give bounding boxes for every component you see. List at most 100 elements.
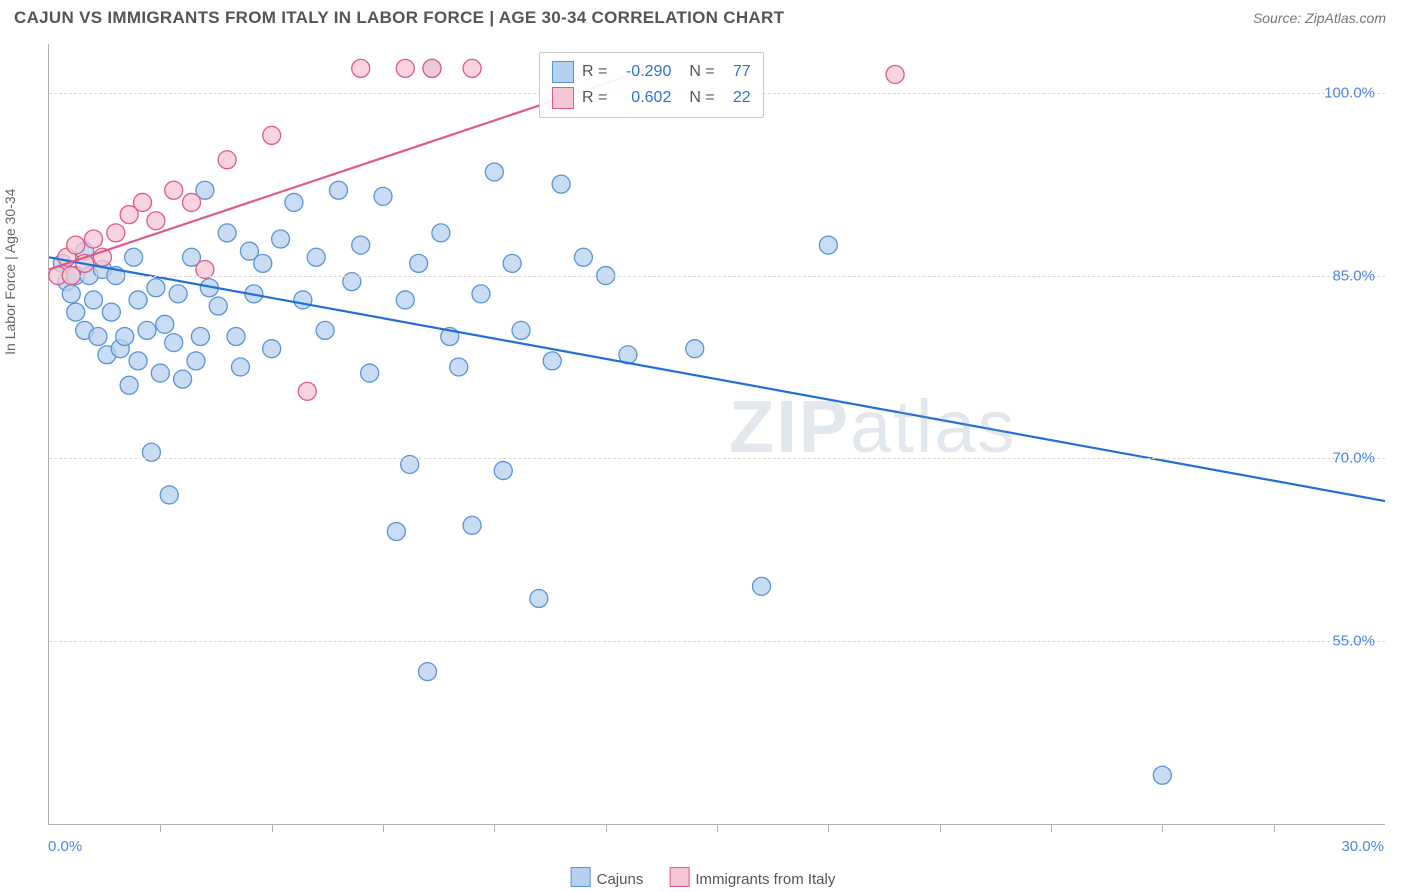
data-point <box>254 254 272 272</box>
legend-label: Immigrants from Italy <box>695 871 835 888</box>
x-axis-labels: 0.0% 30.0% <box>48 838 1384 862</box>
gridline-h <box>49 276 1385 277</box>
x-axis-label: 0.0% <box>48 838 82 855</box>
data-point <box>352 236 370 254</box>
data-point <box>89 328 107 346</box>
data-point <box>410 254 428 272</box>
x-tick <box>828 824 829 832</box>
x-tick <box>160 824 161 832</box>
data-point <box>361 364 379 382</box>
data-point <box>67 303 85 321</box>
data-point <box>138 321 156 339</box>
data-point <box>329 181 347 199</box>
data-point <box>753 577 771 595</box>
x-tick <box>1274 824 1275 832</box>
data-point <box>125 248 143 266</box>
data-point <box>494 462 512 480</box>
data-point <box>432 224 450 242</box>
data-point <box>396 59 414 77</box>
data-point <box>218 151 236 169</box>
data-point <box>552 175 570 193</box>
correlation-row: R =0.602N =22 <box>552 85 751 111</box>
data-point <box>62 285 80 303</box>
data-point <box>472 285 490 303</box>
series-swatch <box>552 87 574 109</box>
data-point <box>85 230 103 248</box>
n-label: N = <box>689 59 714 85</box>
gridline-h <box>49 641 1385 642</box>
y-tick-label: 100.0% <box>1324 84 1375 101</box>
data-point <box>134 193 152 211</box>
data-point <box>352 59 370 77</box>
chart-title: CAJUN VS IMMIGRANTS FROM ITALY IN LABOR … <box>14 8 784 28</box>
data-point <box>120 376 138 394</box>
data-point <box>396 291 414 309</box>
data-point <box>1153 766 1171 784</box>
legend-item: Immigrants from Italy <box>669 867 835 888</box>
x-tick <box>1162 824 1163 832</box>
data-point <box>886 65 904 83</box>
data-point <box>107 224 125 242</box>
data-point <box>187 352 205 370</box>
data-point <box>503 254 521 272</box>
n-value: 77 <box>723 59 751 85</box>
data-point <box>263 340 281 358</box>
data-point <box>165 181 183 199</box>
x-tick <box>272 824 273 832</box>
r-label: R = <box>582 85 607 111</box>
data-point <box>129 291 147 309</box>
x-tick <box>606 824 607 832</box>
x-tick <box>1051 824 1052 832</box>
data-point <box>156 315 174 333</box>
data-point <box>116 328 134 346</box>
chart-svg <box>49 44 1385 824</box>
legend-label: Cajuns <box>597 871 644 888</box>
x-tick <box>717 824 718 832</box>
data-point <box>512 321 530 339</box>
y-tick-label: 85.0% <box>1332 267 1375 284</box>
data-point <box>160 486 178 504</box>
data-point <box>307 248 325 266</box>
data-point <box>294 291 312 309</box>
data-point <box>151 364 169 382</box>
y-axis-title: In Labor Force | Age 30-34 <box>2 189 18 355</box>
correlation-box: R = -0.290 N = 77R =0.602N =22 <box>539 52 764 118</box>
data-point <box>147 212 165 230</box>
legend-bottom: Cajuns Immigrants from Italy <box>571 867 836 888</box>
data-point <box>147 279 165 297</box>
data-point <box>85 291 103 309</box>
data-point <box>423 59 441 77</box>
data-point <box>530 590 548 608</box>
data-point <box>463 516 481 534</box>
data-point <box>218 224 236 242</box>
series-swatch <box>552 61 574 83</box>
legend-item: Cajuns <box>571 867 644 888</box>
data-point <box>419 663 437 681</box>
x-axis-label: 30.0% <box>1341 838 1384 855</box>
data-point <box>819 236 837 254</box>
data-point <box>169 285 187 303</box>
data-point <box>686 340 704 358</box>
data-point <box>272 230 290 248</box>
data-point <box>374 187 392 205</box>
data-point <box>316 321 334 339</box>
r-value: -0.290 <box>615 59 671 85</box>
gridline-h <box>49 458 1385 459</box>
data-point <box>263 126 281 144</box>
data-point <box>485 163 503 181</box>
n-value: 22 <box>723 85 751 111</box>
legend-swatch <box>571 867 591 887</box>
data-point <box>387 523 405 541</box>
trendline <box>49 257 1385 501</box>
correlation-row: R = -0.290 N = 77 <box>552 59 751 85</box>
data-point <box>67 236 85 254</box>
y-tick-label: 55.0% <box>1332 633 1375 650</box>
data-point <box>231 358 249 376</box>
data-point <box>285 193 303 211</box>
x-tick <box>383 824 384 832</box>
legend-swatch <box>669 867 689 887</box>
r-label: R = <box>582 59 607 85</box>
data-point <box>298 382 316 400</box>
data-point <box>227 328 245 346</box>
data-point <box>102 303 120 321</box>
